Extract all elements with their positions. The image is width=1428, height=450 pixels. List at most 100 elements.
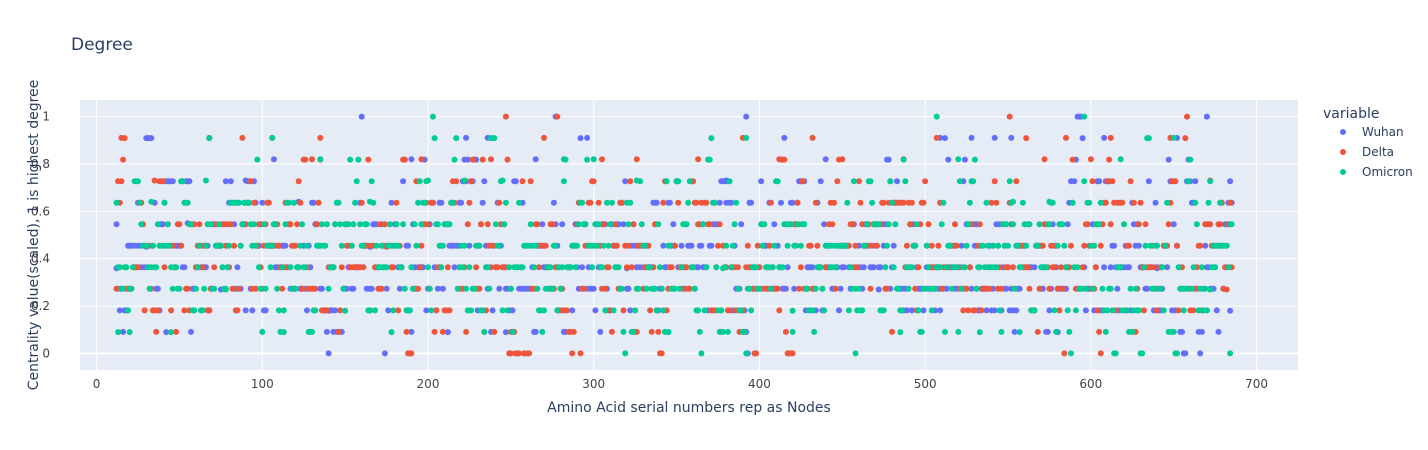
legend-label-wuhan[interactable]: Wuhan (1362, 125, 1404, 139)
data-point-delta (381, 221, 388, 228)
data-point-omicron (706, 156, 713, 163)
data-point-omicron (884, 242, 890, 249)
data-point-delta (978, 307, 985, 314)
data-point-delta (1119, 199, 1126, 206)
data-point-delta (184, 285, 191, 292)
data-point-omicron (259, 328, 266, 335)
data-point-wuhan (728, 199, 735, 206)
data-point-omicron (237, 242, 244, 249)
data-point-delta (900, 199, 907, 206)
data-point-delta (839, 156, 846, 163)
data-point-omicron (491, 135, 498, 142)
data-point-omicron (724, 328, 731, 335)
data-point-omicron (787, 221, 794, 228)
data-point-omicron (335, 199, 342, 206)
data-point-omicron (1227, 350, 1234, 357)
data-point-omicron (400, 221, 407, 228)
data-point-omicron (153, 264, 160, 271)
data-point-omicron (219, 264, 226, 271)
data-point-omicron (262, 285, 269, 292)
data-point-omicron (499, 307, 506, 314)
legend-marker-omicron[interactable] (1340, 169, 1346, 175)
data-point-delta (484, 221, 491, 228)
data-point-omicron (202, 242, 209, 249)
data-point-delta (279, 285, 286, 292)
data-point-omicron (302, 264, 309, 271)
data-point-omicron (267, 264, 274, 271)
data-point-omicron (1112, 350, 1119, 357)
data-point-omicron (254, 156, 261, 163)
data-point-wuhan (1213, 307, 1220, 314)
data-point-omicron (188, 221, 194, 228)
data-point-delta (986, 285, 993, 292)
data-point-delta (358, 199, 365, 206)
data-point-omicron (287, 264, 294, 271)
data-point-omicron (610, 307, 617, 314)
data-point-omicron (589, 264, 596, 271)
data-point-delta (444, 264, 451, 271)
data-point-omicron (1121, 221, 1127, 228)
data-point-delta (590, 178, 597, 185)
data-point-delta (869, 242, 876, 249)
data-point-delta (569, 350, 576, 357)
data-point-wuhan (464, 156, 471, 163)
data-point-delta (494, 264, 501, 271)
data-point-wuhan (782, 285, 789, 292)
data-point-omicron (797, 242, 804, 249)
data-point-delta (831, 199, 837, 206)
data-point-omicron (1223, 242, 1230, 249)
data-point-delta (1046, 285, 1053, 292)
data-point-omicron (410, 285, 417, 292)
data-point-omicron (1086, 199, 1093, 206)
data-point-wuhan (597, 328, 604, 335)
data-point-omicron (1019, 199, 1026, 206)
legend-label-delta[interactable]: Delta (1362, 145, 1394, 159)
data-point-wuhan (698, 242, 705, 249)
data-point-delta (302, 156, 309, 163)
legend-label-omicron[interactable]: Omicron (1362, 165, 1413, 179)
data-point-wuhan (1192, 178, 1199, 185)
data-point-omicron (1081, 113, 1088, 120)
data-point-delta (834, 178, 841, 185)
data-point-omicron (446, 221, 453, 228)
data-point-omicron (887, 178, 894, 185)
data-point-omicron (471, 285, 478, 292)
legend[interactable]: variable Wuhan Delta Omicron (1323, 106, 1413, 179)
data-point-omicron (413, 242, 420, 249)
legend-marker-wuhan[interactable] (1340, 129, 1346, 135)
legend-marker-delta[interactable] (1340, 149, 1346, 155)
data-point-omicron (499, 177, 506, 184)
data-point-omicron (698, 350, 705, 357)
data-point-wuhan (408, 156, 415, 163)
data-point-delta (1084, 221, 1091, 228)
data-point-delta (587, 199, 594, 206)
data-point-delta (922, 178, 929, 185)
data-point-omicron (937, 264, 944, 271)
data-point-delta (807, 242, 814, 249)
data-point-omicron (965, 221, 972, 228)
data-point-omicron (1145, 135, 1152, 142)
data-point-omicron (502, 199, 509, 206)
data-point-delta (577, 350, 584, 357)
data-point-delta (976, 221, 983, 228)
data-point-omicron (368, 178, 375, 185)
data-point-wuhan (860, 264, 867, 271)
data-point-delta (1010, 264, 1016, 271)
data-point-omicron (779, 264, 786, 271)
data-point-delta (1140, 307, 1147, 314)
data-point-omicron (743, 350, 750, 357)
data-point-delta (613, 242, 620, 249)
data-point-delta (600, 221, 607, 228)
data-point-omicron (290, 199, 297, 206)
data-point-omicron (383, 264, 390, 271)
data-point-wuhan (451, 264, 458, 271)
data-point-omicron (408, 264, 415, 271)
data-point-omicron (971, 156, 978, 163)
data-point-delta (570, 328, 577, 335)
data-point-omicron (486, 285, 493, 292)
data-point-wuhan (242, 177, 249, 184)
data-point-omicron (1192, 199, 1199, 206)
data-point-delta (502, 113, 509, 120)
data-point-delta (418, 242, 425, 249)
data-point-omicron (206, 135, 213, 142)
